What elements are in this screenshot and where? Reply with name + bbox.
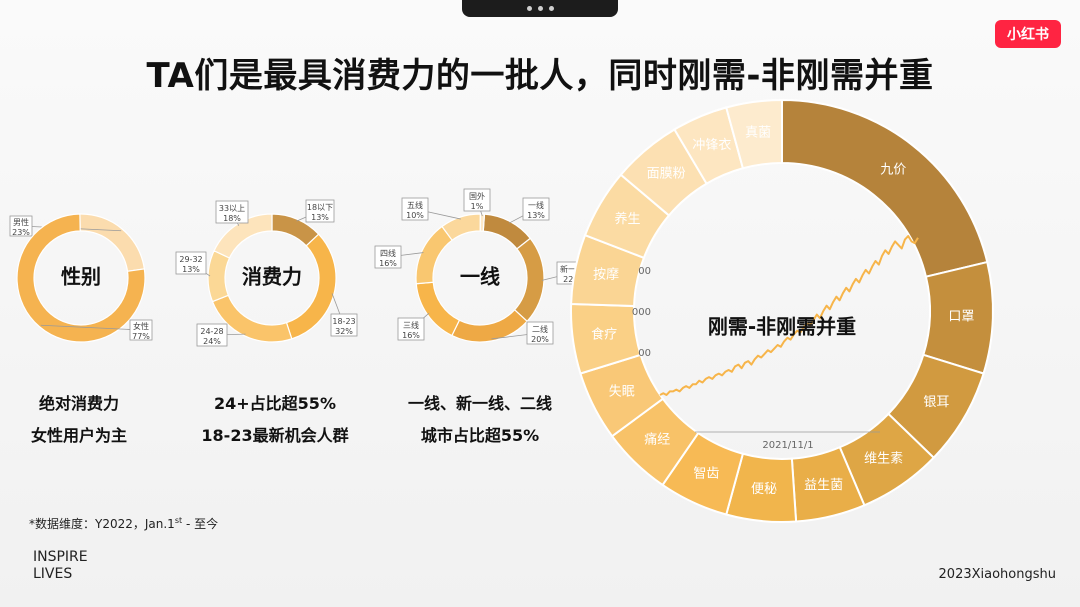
donut3-tag-label-0: 一线 <box>528 200 544 210</box>
donut2-slice-4 <box>213 213 273 259</box>
donut3-slice-6 <box>479 213 486 232</box>
menu-dot-icon <box>537 6 543 11</box>
big-donut-label-0: 九价 <box>880 163 906 178</box>
big-donut-label-12: 面膜粉 <box>647 166 686 181</box>
line-series-0 <box>659 235 919 396</box>
donut2-tag-value-2: 24% <box>203 337 221 346</box>
donut3-tag-box-5 <box>401 197 429 221</box>
donut3-tag-box-6 <box>463 188 491 212</box>
donut3-tag-value-5: 10% <box>406 211 424 220</box>
donut2-tag-box-4 <box>215 200 249 224</box>
donut3-tag-label-4: 四线 <box>380 248 396 258</box>
big-donut-label-3: 维生素 <box>864 451 903 466</box>
big-donut-label-6: 智齿 <box>693 466 719 481</box>
menu-dot-icon <box>526 6 532 11</box>
big-donut-label-14: 真菌 <box>745 126 771 141</box>
donut3-center-label: 一线 <box>460 265 500 289</box>
donut3-tag-value-4: 16% <box>379 259 397 268</box>
line-y-tick-0: 00 <box>638 266 651 277</box>
donut3-tag-label-2: 二线 <box>532 324 548 334</box>
footnote: *数据维度：Y2022，Jan.1st - 至今 <box>29 516 219 531</box>
donut1-tag-value-1: 77% <box>132 332 150 341</box>
caption-age: 24+占比超55% 18-23最新机会人群 <box>190 388 360 452</box>
donut2-slice-3 <box>207 249 231 303</box>
donut3-tag-label-5: 五线 <box>407 200 423 210</box>
donut2-tag-box-3 <box>175 251 207 275</box>
donut1-leader-1 <box>40 324 142 331</box>
big-donut-center-label: 刚需-非刚需并重 <box>708 315 856 339</box>
donut3-slice-4 <box>415 225 453 285</box>
menu-dot-icon <box>548 6 554 11</box>
big-donut-label-11: 养生 <box>615 211 641 227</box>
donut2-tag-label-1: 18-23 <box>332 317 355 326</box>
page-title: TA们是最具消费力的一批人，同时刚需-非刚需并重 <box>146 56 934 96</box>
donut3-tag-label-6: 国外 <box>469 191 485 201</box>
donut1-tag-label-1: 女性 <box>133 321 149 331</box>
big-donut-label-1: 口罩 <box>948 309 974 324</box>
line-y-tick-2: 00 <box>638 348 651 359</box>
donut2-tag-value-4: 18% <box>223 214 241 223</box>
caption-gender-line2: 女性用户为主 <box>30 426 127 445</box>
donut2-tag-label-3: 29-32 <box>179 255 202 264</box>
caption-city-line1: 一线、新一线、二线 <box>407 394 552 413</box>
caption-city-line2: 城市占比超55% <box>420 426 540 445</box>
donut1-tag-box-0 <box>9 215 33 237</box>
donut3-tag-box-4 <box>374 245 402 269</box>
donut1-center-label: 性别 <box>61 265 101 289</box>
big-donut-label-13: 冲锋衣 <box>692 137 731 153</box>
donut1-slice-1 <box>16 213 146 343</box>
big-donut-label-2: 银耳 <box>923 395 949 410</box>
donut3-slice-1 <box>513 237 545 323</box>
year-credit: 2023Xiaohongshu <box>938 567 1056 582</box>
donut3-tag-box-2 <box>526 321 554 345</box>
caption-gender-line1: 绝对消费力 <box>38 394 119 413</box>
big-donut-label-9: 食疗 <box>591 326 617 342</box>
big-donut-label-4: 益生菌 <box>804 478 843 493</box>
donut3-tag-box-0 <box>522 197 550 221</box>
line-y-tick-1: 000 <box>632 307 651 318</box>
donut2-tag-box-2 <box>196 323 228 347</box>
line-x-label: 2021/11/1 <box>762 440 813 451</box>
brand-line2: LIVES <box>33 566 73 582</box>
donut3-tag-value-3: 16% <box>402 331 420 340</box>
donut2-tag-value-1: 32% <box>335 327 353 336</box>
donut3-tag-value-2: 20% <box>531 335 549 344</box>
donut1-tag-box-1 <box>129 319 153 341</box>
big-donut-label-10: 按摩 <box>593 267 619 283</box>
caption-age-line1: 24+占比超55% <box>214 394 336 413</box>
donut3-slice-2 <box>451 308 528 343</box>
donut3-tag-label-3: 三线 <box>403 320 419 330</box>
donut3-tag-box-3 <box>397 317 425 341</box>
brand-slogan: INSPIRE LIVES <box>33 549 88 583</box>
donut3-tag-value-1: 22% <box>563 275 581 284</box>
donut1-tag-label-0: 男性 <box>13 217 29 227</box>
brand-line1: INSPIRE <box>33 549 88 565</box>
donut3-tag-value-0: 13% <box>527 211 545 220</box>
xiaohongshu-logo: 小红书 <box>995 20 1061 48</box>
donut2-tag-label-2: 24-28 <box>200 327 223 336</box>
caption-age-line2: 18-23最新机会人群 <box>201 426 349 445</box>
caption-gender: 绝对消费力 女性用户为主 <box>0 388 158 452</box>
donut2-tag-box-1 <box>330 313 358 337</box>
donut3-tag-value-6: 1% <box>471 202 484 211</box>
donut2-center-label: 消费力 <box>242 265 302 289</box>
donut1-slice-0 <box>79 213 146 272</box>
big-donut-label-7: 痛经 <box>644 432 670 448</box>
donut3-tag-label-1: 新一线 <box>560 264 584 274</box>
donut2-tag-value-0: 13% <box>311 213 329 222</box>
big-donut-label-5: 便秘 <box>751 482 777 497</box>
caption-city: 一线、新一线、二线 城市占比超55% <box>390 388 570 452</box>
donut1-tag-value-0: 23% <box>12 228 30 237</box>
donut2-tag-value-3: 13% <box>182 265 200 274</box>
donut2-tag-box-0 <box>305 199 335 223</box>
big-donut-label-8: 失眠 <box>609 384 635 399</box>
donut2-tag-label-0: 18以下 <box>307 203 333 212</box>
donut2-tag-label-4: 33以上 <box>219 204 245 213</box>
big-donut-slice-14 <box>725 98 783 170</box>
window-control-bar[interactable] <box>462 0 618 17</box>
